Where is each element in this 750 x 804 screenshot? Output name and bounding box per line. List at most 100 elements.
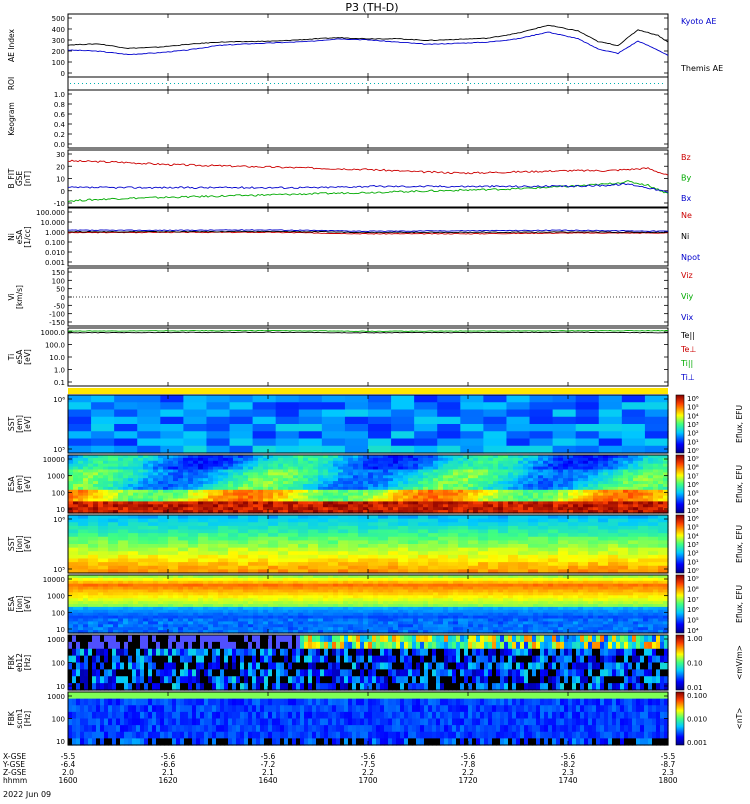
spectrogram-cell — [588, 544, 599, 548]
spectrogram-cell — [138, 522, 149, 526]
spectrogram-cell — [258, 533, 269, 537]
spectrogram-cell — [118, 540, 129, 544]
spectrogram-cell — [88, 526, 99, 530]
spectrogram-cell — [208, 559, 219, 563]
spectrogram-cell — [114, 424, 138, 432]
spectrogram-cell — [298, 519, 309, 523]
legend-label: By — [681, 174, 691, 183]
y-tick-label: 100.000 — [36, 209, 65, 217]
spectrogram-cell — [248, 555, 259, 559]
spectrogram-cell — [628, 530, 639, 534]
spectrogram-cell — [238, 519, 249, 523]
spectrogram-cell — [322, 417, 346, 425]
spectrogram-cell — [518, 548, 529, 552]
spectrogram-cell — [608, 540, 619, 544]
spectrogram-cell — [518, 544, 529, 548]
spectrogram-cell — [458, 555, 469, 559]
spectrogram-cell — [322, 439, 346, 447]
spectrogram-cell — [299, 410, 323, 418]
spectrogram-cell — [68, 540, 79, 544]
spectrogram-cell — [308, 562, 319, 566]
spectrogram-cell — [378, 537, 389, 541]
spectrogram-cell — [88, 551, 99, 555]
spectrogram-cell — [628, 559, 639, 563]
spectrogram-cell — [378, 566, 389, 570]
spectrogram-cell — [206, 410, 230, 418]
spectrogram-cell — [508, 530, 519, 534]
spectrogram-cell — [488, 551, 499, 555]
spectrogram-cell — [658, 548, 669, 552]
spectrogram-cell — [558, 555, 569, 559]
spectrogram-cell — [248, 548, 259, 552]
spectrogram-cell — [278, 519, 289, 523]
spectrogram-cell — [208, 519, 219, 523]
legend-label: Ne — [681, 211, 692, 220]
spectrogram-cell — [206, 439, 230, 447]
spectrogram-cell — [188, 533, 199, 537]
spectrogram-cell — [278, 533, 289, 537]
y-tick-label: 1.000 — [45, 229, 65, 237]
spectrogram-cell — [248, 526, 259, 530]
spectrogram-cell — [208, 537, 219, 541]
spectrogram-cell — [506, 395, 530, 403]
spectrogram-cell — [308, 530, 319, 534]
spectrogram-cell — [622, 431, 646, 439]
spectrogram-cell — [518, 522, 529, 526]
spectrogram-cell — [598, 559, 609, 563]
spectrogram-cell — [648, 559, 659, 563]
y-axis-label: [eV] — [23, 416, 32, 432]
spectrogram-cell — [398, 544, 409, 548]
spectrogram-cell — [658, 559, 669, 563]
spectrogram-cell — [78, 544, 89, 548]
y-axis-label: [eV] — [23, 349, 32, 365]
spectrogram-cell — [398, 566, 409, 570]
spectrogram-cell — [68, 559, 79, 563]
spectrogram-cell — [599, 431, 623, 439]
spectrogram-cell — [414, 402, 438, 410]
spectrogram-cell — [253, 446, 277, 454]
spectrogram-cell — [478, 551, 489, 555]
spectrogram-cell — [618, 519, 629, 523]
spectrogram-cell — [98, 515, 109, 519]
y-tick-label: 1.0 — [54, 367, 65, 375]
spectrogram-cell — [276, 439, 300, 447]
spectrogram-cell — [160, 395, 184, 403]
spectrogram-cell — [498, 551, 509, 555]
spectrogram-cell — [328, 548, 339, 552]
spectrogram-cell — [558, 530, 569, 534]
spectrogram-cell — [288, 555, 299, 559]
spectrogram-cell — [318, 537, 329, 541]
spectrogram-cell — [508, 562, 519, 566]
spectrogram-cell — [578, 562, 589, 566]
spectrogram-cell — [328, 544, 339, 548]
spectrogram-cell — [248, 522, 259, 526]
spectrogram-cell — [298, 548, 309, 552]
spectrogram-cell — [230, 439, 254, 447]
spectrogram-cell — [478, 526, 489, 530]
spectrogram-cell — [648, 515, 659, 519]
spectrogram-cell — [318, 548, 329, 552]
spectrogram-cell — [388, 551, 399, 555]
y-axis-label: [nT] — [23, 171, 32, 186]
spectrogram-cell — [298, 540, 309, 544]
y-axis-label: [km/s] — [15, 285, 24, 309]
spectrogram-cell — [638, 559, 649, 563]
spectrogram-cell — [68, 522, 79, 526]
spectrogram-cell — [648, 522, 659, 526]
spectrogram-cell — [138, 562, 149, 566]
spectrogram-cell — [298, 526, 309, 530]
spectrogram-cell — [488, 555, 499, 559]
spectrogram-cell — [528, 526, 539, 530]
spectrogram-cell — [308, 515, 319, 519]
spectrogram-cell — [398, 526, 409, 530]
spectrogram-cell — [638, 566, 649, 570]
y-tick-label: 1000.0 — [41, 329, 66, 337]
spectrogram-cell — [368, 519, 379, 523]
y-tick-label: 10⁵ — [53, 566, 65, 574]
y-axis-label: ROI — [7, 77, 16, 90]
spectrogram-cell — [568, 537, 579, 541]
spectrogram-cell — [618, 551, 629, 555]
y-axis-label: [eV] — [23, 536, 32, 552]
spectrogram-cell — [530, 446, 554, 454]
